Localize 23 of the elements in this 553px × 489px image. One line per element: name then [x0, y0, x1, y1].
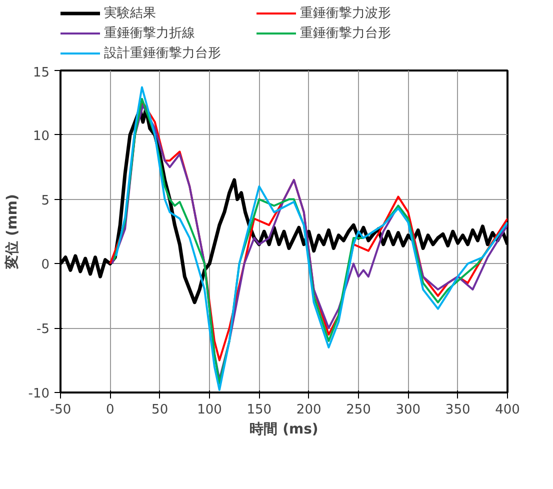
- legend-label: 実験結果: [104, 5, 157, 22]
- y-tick-label: -10: [28, 386, 50, 402]
- x-tick-label: 50: [152, 402, 168, 418]
- x-tick-label: 100: [197, 402, 222, 418]
- x-tick-label: 250: [346, 402, 371, 418]
- x-tick-label: 350: [445, 402, 470, 418]
- y-tick-label: 15: [32, 66, 50, 80]
- y-axis-title: 変位 (mm): [3, 194, 20, 270]
- x-tick-label: 200: [296, 402, 322, 418]
- y-tick-label: 5: [41, 193, 50, 208]
- legend-label: 重錘衝撃力台形: [300, 25, 392, 42]
- legend-label: 重錘衝撃力折線: [104, 25, 196, 42]
- y-tick-label: 0: [41, 258, 50, 273]
- x-tick-label: 300: [396, 402, 421, 418]
- legend-label: 重錘衝撃力波形: [300, 5, 392, 22]
- x-tick-label: -50: [50, 402, 72, 418]
- x-axis-title: 時間 (ms): [250, 422, 318, 438]
- legend-label: 設計重錘衝撃力台形: [104, 45, 222, 62]
- y-tick-label: -5: [36, 322, 50, 338]
- x-tick-label: 0: [106, 402, 114, 418]
- x-tick-label: 400: [495, 402, 520, 418]
- x-tick-label: 150: [246, 402, 272, 418]
- y-tick-label: 10: [32, 128, 50, 144]
